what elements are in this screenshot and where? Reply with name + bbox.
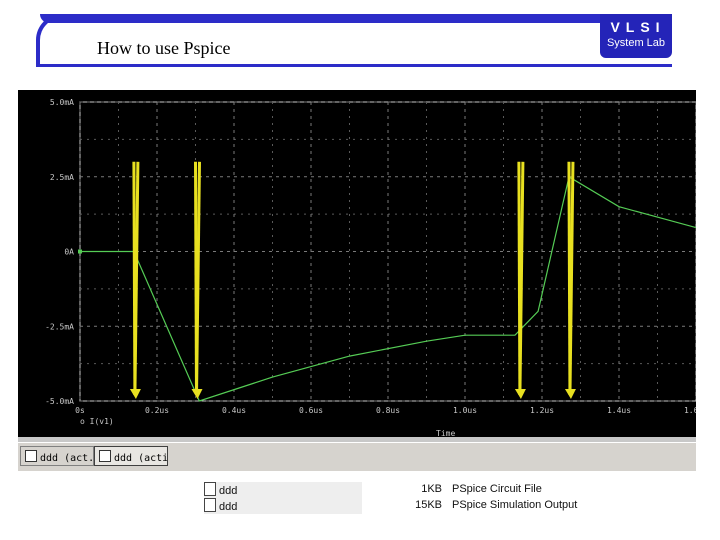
y-tick-label: -2.5mA bbox=[45, 322, 74, 331]
window-icon bbox=[99, 450, 111, 462]
x-tick-label: 0.8us bbox=[376, 406, 400, 415]
file-name-cell: ddd bbox=[204, 498, 362, 514]
task-label: ddd (act... bbox=[40, 453, 94, 464]
logo-top-text: VLSI bbox=[610, 19, 666, 35]
file-type: PSpice Simulation Output bbox=[452, 499, 578, 511]
task-window-2[interactable]: ddd (active) bbox=[94, 446, 168, 466]
annotation-arrow-head bbox=[514, 389, 526, 399]
annotation-arrow-head bbox=[129, 389, 141, 399]
logo-bottom-text: System Lab bbox=[606, 37, 666, 49]
x-tick-label: 0.4us bbox=[222, 406, 246, 415]
annotation-arrow-head bbox=[564, 389, 576, 399]
x-tick-label: 1.4us bbox=[607, 406, 631, 415]
annotation-arrow-head bbox=[191, 389, 203, 399]
annotation-arrow-shaft bbox=[568, 161, 575, 396]
window-icon bbox=[25, 450, 37, 462]
annotation-arrow-shaft bbox=[133, 161, 140, 396]
probe-window: 5.0mA 2.5mA 0A -2.5mA -5.0mA 0s 0.2us 0.4us 0.6… bbox=[18, 90, 696, 471]
y-tick-label: -5.0mA bbox=[45, 397, 74, 406]
x-axis-label: Time bbox=[436, 429, 455, 437]
y-tick-label: 5.0mA bbox=[50, 98, 74, 107]
x-tick-label: 0.6us bbox=[299, 406, 323, 415]
file-name-cell: ddd bbox=[204, 482, 362, 498]
waveform-plot: 5.0mA 2.5mA 0A -2.5mA -5.0mA 0s 0.2us 0.4us 0.6… bbox=[18, 90, 696, 437]
x-tick-label: 1.0us bbox=[453, 406, 477, 415]
x-tick-label: 0s bbox=[75, 406, 85, 415]
annotation-arrow-shaft bbox=[518, 161, 525, 396]
x-tick-label: 0.2us bbox=[145, 406, 169, 415]
waveform-svg: 5.0mA 2.5mA 0A -2.5mA -5.0mA 0s 0.2us 0.4us 0.6… bbox=[45, 98, 696, 437]
task-label: ddd (active) bbox=[114, 453, 168, 464]
task-window-1[interactable]: ddd (act... bbox=[20, 446, 94, 466]
file-type: PSpice Circuit File bbox=[452, 483, 542, 495]
circuit-file-icon bbox=[204, 482, 216, 496]
header-underline bbox=[36, 64, 672, 67]
header-curve bbox=[36, 14, 66, 66]
taskbar: ddd (act... ddd (active) bbox=[18, 442, 696, 471]
annotation-arrow-shaft bbox=[195, 161, 201, 396]
file-name: ddd bbox=[219, 485, 238, 497]
vlsi-logo: VLSI System Lab bbox=[600, 14, 672, 58]
legend-label: o I(v1) bbox=[80, 417, 114, 426]
file-size: 15KB bbox=[415, 499, 442, 511]
slide-title: How to use Pspice bbox=[97, 38, 231, 58]
x-tick-label: 1.2us bbox=[530, 406, 554, 415]
y-tick-label: 0A bbox=[64, 248, 74, 257]
file-size: 1KB bbox=[421, 483, 442, 495]
x-tick-label: 1.6us bbox=[684, 406, 696, 415]
y-tick-label: 2.5mA bbox=[50, 173, 74, 182]
header-bar bbox=[40, 14, 600, 23]
file-row[interactable]: ddd 15KB PSpice Simulation Output bbox=[200, 498, 610, 514]
file-name: ddd bbox=[219, 501, 238, 513]
output-file-icon bbox=[204, 498, 216, 512]
trace-start-marker bbox=[78, 249, 82, 254]
file-row[interactable]: ddd 1KB PSpice Circuit File bbox=[200, 482, 610, 498]
file-list: ddd 1KB PSpice Circuit File ddd 15KB PSp… bbox=[200, 478, 610, 522]
